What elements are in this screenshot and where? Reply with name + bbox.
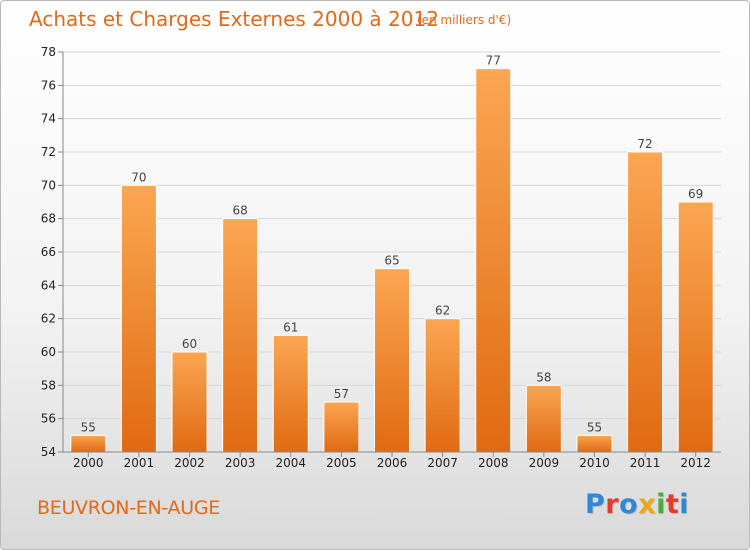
data-label: 77 <box>486 54 501 68</box>
y-tick-label: 68 <box>41 212 56 226</box>
y-tick-label: 78 <box>41 45 56 59</box>
logo-letter: r <box>605 489 620 520</box>
location-name: BEUVRON-EN-AUGE <box>37 497 220 519</box>
x-tick-label: 2011 <box>630 456 661 470</box>
x-tick-label: 2006 <box>377 456 408 470</box>
proxiti-logo[interactable]: Proxiti <box>585 489 689 520</box>
chart-title: Achats et Charges Externes 2000 à 2012 <box>29 7 439 31</box>
data-label: 57 <box>334 387 349 401</box>
x-tick-label: 2000 <box>73 456 104 470</box>
bar-2011 <box>627 151 664 453</box>
y-tick-label: 70 <box>41 178 56 192</box>
y-tick-label: 64 <box>41 278 56 292</box>
x-tick-label: 2008 <box>478 456 509 470</box>
y-tick-label: 66 <box>41 245 56 259</box>
logo-letter: i <box>656 489 666 520</box>
logo-letter: i <box>679 489 690 520</box>
bar-2006 <box>374 268 410 453</box>
data-label: 62 <box>435 304 450 318</box>
bar-2012 <box>677 201 714 453</box>
logo-letter: x <box>638 489 657 520</box>
y-tick-label: 56 <box>41 412 56 426</box>
data-label: 68 <box>233 204 248 218</box>
y-tick-label: 74 <box>41 112 56 126</box>
data-label: 55 <box>587 420 602 434</box>
bar-2000 <box>70 434 107 453</box>
bar-2001 <box>120 184 157 453</box>
x-tick-label: 2002 <box>174 456 205 470</box>
x-tick-label: 2001 <box>124 456 155 470</box>
y-tick-label: 76 <box>41 78 56 92</box>
axis-layer: 54 56 58 60 62 64 66 68 70 72 74 76 78 2000 2001 2002 20… <box>41 45 721 470</box>
data-label: 72 <box>637 137 652 151</box>
y-tick-label: 72 <box>41 145 56 159</box>
bar-2004 <box>272 334 309 453</box>
data-label: 65 <box>384 254 399 268</box>
data-label: 58 <box>536 370 551 384</box>
bar-layer: 55 70 60 68 61 57 65 62 77 58 55 72 69 <box>70 54 714 453</box>
bar-2009 <box>525 384 562 453</box>
x-tick-label: 2003 <box>225 456 256 470</box>
chart-subtitle: (en milliers d'€) <box>417 13 512 27</box>
data-label: 61 <box>283 320 298 334</box>
x-tick-label: 2007 <box>427 456 458 470</box>
x-tick-label: 2004 <box>275 456 306 470</box>
logo-letter: t <box>665 489 680 520</box>
y-tick-label: 62 <box>41 312 56 326</box>
y-tick-label: 58 <box>41 378 56 392</box>
x-tick-label: 2009 <box>529 456 560 470</box>
x-tick-label: 2010 <box>579 456 610 470</box>
y-tick-label: 60 <box>41 345 56 359</box>
bar-2002 <box>171 351 208 453</box>
bar-2008 <box>475 68 512 453</box>
bar-2003 <box>222 218 259 453</box>
data-label: 55 <box>81 420 96 434</box>
logo-letter: o <box>619 489 639 520</box>
bar-2007 <box>424 318 461 453</box>
data-label: 60 <box>182 337 197 351</box>
logo-letter: P <box>585 489 606 520</box>
bar-2005 <box>323 401 360 453</box>
data-label: 70 <box>131 170 146 184</box>
x-tick-label: 2012 <box>680 456 711 470</box>
bar-2010 <box>576 434 613 453</box>
data-label: 69 <box>688 187 703 201</box>
y-tick-label: 54 <box>41 445 56 459</box>
x-tick-label: 2005 <box>326 456 357 470</box>
